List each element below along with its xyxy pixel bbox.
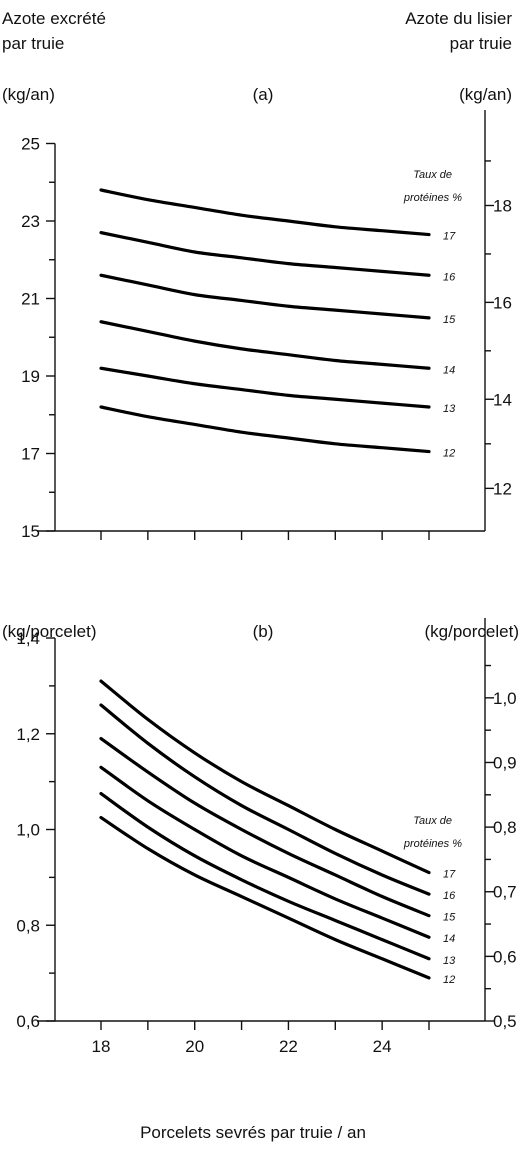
series-label-16: 16: [443, 271, 456, 283]
left-unit-label: (kg/an): [2, 85, 55, 104]
series-line-15: [99, 273, 431, 320]
series-line-16: [99, 703, 431, 896]
y-tick-label: 0,6: [16, 1012, 40, 1031]
right-unit-label: (kg/an): [459, 85, 512, 104]
series-line-13: [99, 366, 431, 409]
x-tick-label: 18: [92, 1037, 111, 1056]
series-label-15: 15: [443, 314, 456, 326]
y-tick-label: 0,8: [16, 916, 40, 935]
series-label-17: 17: [443, 869, 456, 881]
y-tick-label: 25: [21, 135, 40, 154]
y-tick-label: 1,2: [16, 725, 40, 744]
right-y-tick-label: 14: [493, 390, 512, 409]
panel-label: (a): [253, 85, 274, 104]
series-line-13: [99, 791, 431, 961]
series-label-17: 17: [443, 231, 456, 243]
chart-panel-a: (a) (kg/an) (kg/an) 15 17 19 21 23 25 12 14 16 18 Tau…: [2, 85, 512, 541]
series-line-15: [99, 736, 431, 918]
series-label-13: 13: [443, 403, 456, 415]
right-y-tick-label: 18: [493, 197, 512, 216]
right-y-tick-label: 0,7: [493, 883, 517, 902]
series-line-14: [99, 320, 431, 370]
panels: (a) (kg/an) (kg/an) 15 17 19 21 23 25 12 14 16 18 Tau…: [2, 85, 519, 1056]
right-y-tick-label: 0,5: [493, 1012, 517, 1031]
right-y-tick-label: 12: [493, 479, 512, 498]
y-tick-label: 1,4: [16, 629, 40, 648]
y-tick-label: 19: [21, 367, 40, 386]
series-label-16: 16: [443, 890, 456, 902]
x-tick-label: 20: [185, 1037, 204, 1056]
y-tick-label: 15: [21, 522, 40, 541]
series-label-14: 14: [443, 364, 455, 376]
series-line-12: [99, 405, 431, 454]
series-label-14: 14: [443, 933, 455, 945]
series-line-16: [99, 231, 431, 277]
series-line-12: [99, 815, 431, 980]
series-line-17: [99, 679, 431, 875]
left-axis-title-line1: Azote excrété: [2, 9, 106, 28]
right-axis-title-line2: par truie: [450, 34, 512, 53]
right-y-tick-label: 0,6: [493, 947, 517, 966]
series-line-14: [99, 765, 431, 939]
protein-label-line1: Taux de: [413, 815, 452, 827]
chart-panel-b: (b) (kg/porcelet) (kg/porcelet) 0,6 0,8 1,0 1,…: [2, 618, 519, 1056]
protein-label-line2: protéines %: [403, 192, 462, 204]
series-label-13: 13: [443, 955, 456, 967]
protein-label-line1: Taux de: [413, 169, 452, 181]
left-unit-label: (kg/porcelet): [2, 622, 96, 641]
x-tick-label: 22: [279, 1037, 298, 1056]
y-tick-label: 23: [21, 212, 40, 231]
right-y-tick-label: 1,0: [493, 689, 517, 708]
series-label-15: 15: [443, 912, 456, 924]
protein-label-line2: protéines %: [403, 838, 462, 850]
series-line-17: [99, 188, 431, 237]
right-y-tick-label: 16: [493, 293, 512, 312]
y-tick-label: 17: [21, 445, 40, 464]
x-tick-label: 24: [373, 1037, 392, 1056]
x-axis-label: Porcelets sevrés par truie / an: [140, 1123, 366, 1142]
series-label-12: 12: [443, 448, 455, 460]
right-unit-label: (kg/porcelet): [425, 622, 519, 641]
right-axis-title-line1: Azote du lisier: [405, 9, 512, 28]
y-tick-label: 21: [21, 290, 40, 309]
left-axis-title-line2: par truie: [2, 34, 64, 53]
y-tick-label: 1,0: [16, 821, 40, 840]
right-y-tick-label: 0,9: [493, 753, 517, 772]
panel-label: (b): [253, 622, 274, 641]
series-label-12: 12: [443, 974, 455, 986]
right-y-tick-label: 0,8: [493, 818, 517, 837]
